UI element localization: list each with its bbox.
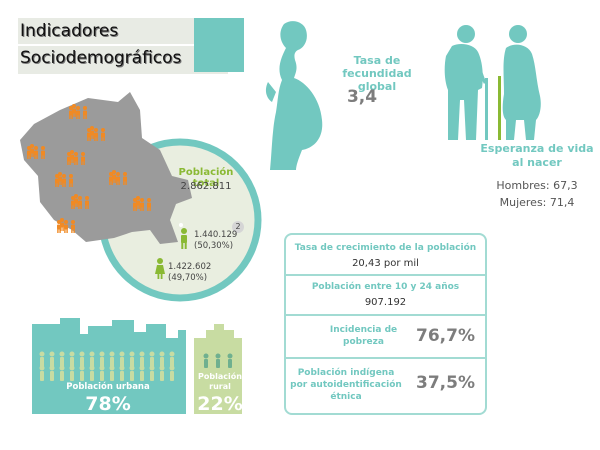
growth-rate-label: Tasa de crecimiento de la población: [294, 243, 477, 253]
indigenous-population-label: Población indígena por autoidentificació…: [290, 368, 402, 402]
population-women-pct: (49,70%): [168, 273, 208, 283]
elderly-couple-icon: [444, 25, 541, 140]
male-icon: [181, 228, 187, 249]
marker-number: 2: [232, 221, 244, 233]
population-men-value: 1.440.129: [194, 230, 238, 240]
youth-population-value: 907.192: [364, 297, 407, 308]
rural-population-value: 22%: [197, 393, 243, 415]
page-title-line2: Sociodemográficos: [20, 48, 182, 68]
divider: [286, 357, 485, 359]
divider: [286, 314, 485, 316]
female-icon: [155, 258, 165, 279]
life-expectancy-men: Hombres: 67,3: [496, 179, 578, 192]
life-expectancy-label: Esperanza de vida al nacer: [480, 142, 594, 169]
population-men: 1.440.129 (50,30%): [194, 230, 237, 252]
page-title-line1: Indicadores: [20, 21, 119, 41]
poverty-label: Incidencia de pobreza: [329, 325, 398, 347]
population-total-label: Población total: [178, 167, 234, 189]
indigenous-population-value: 37,5%: [416, 373, 475, 393]
population-women-value: 1.422.602: [168, 262, 212, 272]
urban-rural-graphic: [32, 318, 242, 414]
fertility-value: 3,4: [346, 87, 378, 107]
people-icons: [10, 80, 200, 250]
fertility-label: Tasa de fecundidad global: [342, 54, 412, 93]
poverty-value: 76,7%: [416, 326, 475, 346]
growth-rate-value: 20,43 por mil: [352, 258, 419, 269]
population-total-value: 2.862.811: [180, 181, 232, 192]
urban-population-value: 78%: [85, 393, 131, 415]
stats-panel: Tasa de crecimiento de la población 20,4…: [284, 233, 487, 415]
title-block: Indicadores Sociodemográficos: [18, 18, 244, 74]
divider: [286, 274, 485, 276]
pregnant-woman-icon: [265, 21, 323, 170]
life-expectancy-women: Mujeres: 71,4: [499, 196, 575, 209]
youth-population-label: Población entre 10 y 24 años: [311, 282, 460, 292]
urban-population-label: Población urbana: [66, 382, 150, 392]
population-women: 1.422.602 (49,70%): [168, 262, 211, 284]
rural-population-label: Población rural: [198, 372, 242, 391]
population-men-pct: (50,30%): [194, 241, 234, 251]
